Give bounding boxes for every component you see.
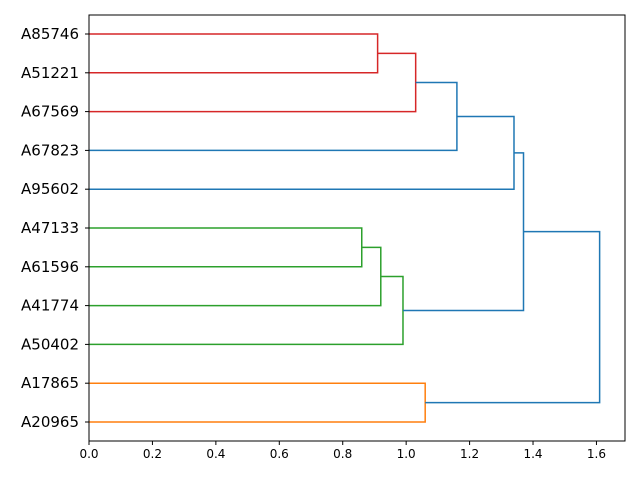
y-tick-label: A50402 xyxy=(21,335,79,353)
x-tick-label: 1.4 xyxy=(523,447,542,461)
y-tick-label: A85746 xyxy=(21,25,79,43)
dendrogram-link xyxy=(89,33,379,74)
x-tick-label: 1.6 xyxy=(587,447,606,461)
x-tick-label: 1.2 xyxy=(460,447,479,461)
y-tick-label: A95602 xyxy=(21,180,79,198)
dendrogram-link xyxy=(89,382,426,423)
dendrogram-link xyxy=(89,52,417,113)
x-tick-label: 0.6 xyxy=(270,447,289,461)
x-tick-label: 0.0 xyxy=(79,447,98,461)
y-tick-label: A61596 xyxy=(21,258,79,276)
dendrogram-link xyxy=(89,81,458,152)
y-tick-label: A47133 xyxy=(21,219,79,237)
dendrogram-links xyxy=(89,33,601,423)
y-tick-label: A67569 xyxy=(21,103,79,121)
x-tick-label: 0.8 xyxy=(333,447,352,461)
dendrogram-link xyxy=(425,230,601,404)
dendrogram-link xyxy=(89,115,515,190)
y-tick-label: A41774 xyxy=(21,297,79,315)
x-tick-label: 0.4 xyxy=(206,447,225,461)
x-tick-label: 0.2 xyxy=(143,447,162,461)
x-tick-label: 1.0 xyxy=(397,447,416,461)
plot-frame xyxy=(88,14,626,442)
dendrogram-link xyxy=(89,246,382,307)
dendrogram-link xyxy=(89,275,404,346)
y-tick-label: A67823 xyxy=(21,141,79,159)
y-axis-ticks: A85746 A51221 A67569 A67823 A95602 A47133 A615… xyxy=(21,25,89,431)
x-axis-ticks: 0.0 0.2 0.4 0.6 0.8 1.0 1.2 1.4 1.6 xyxy=(79,441,606,461)
y-tick-label: A17865 xyxy=(21,374,79,392)
dendrogram-link xyxy=(402,152,525,312)
y-tick-label: A51221 xyxy=(21,64,79,82)
dendrogram-link xyxy=(89,227,363,268)
y-tick-label: A20965 xyxy=(21,413,79,431)
